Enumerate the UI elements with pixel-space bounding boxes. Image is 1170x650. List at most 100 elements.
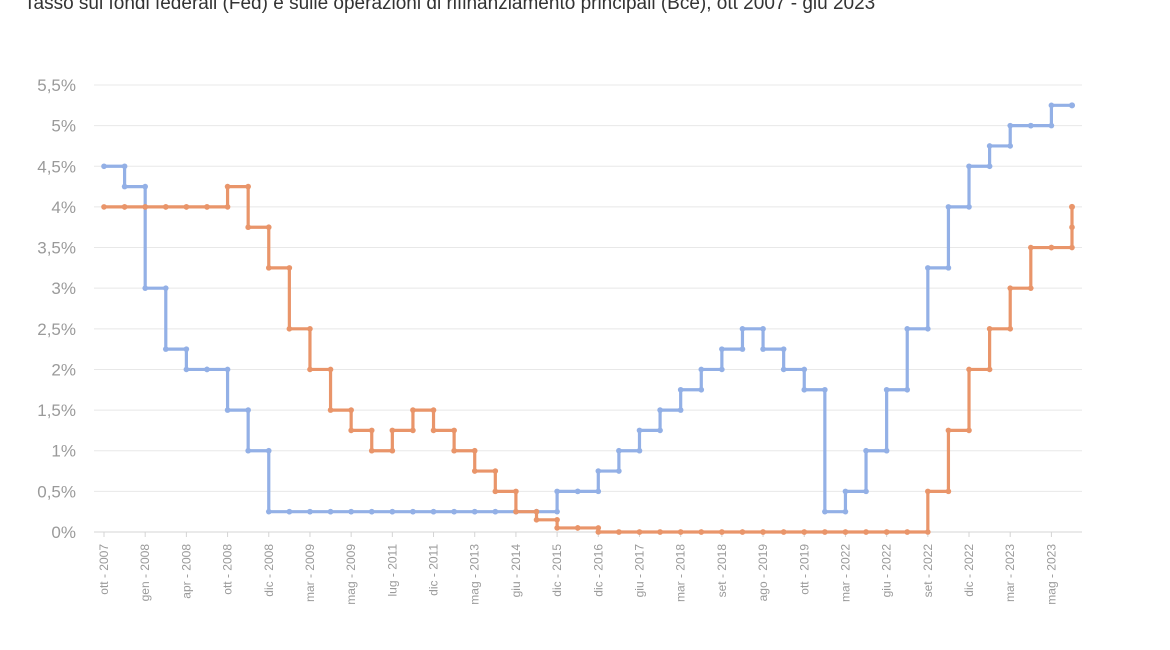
data-point[interactable] [183, 346, 190, 352]
data-point[interactable] [368, 427, 375, 434]
data-point[interactable] [698, 529, 705, 535]
data-point[interactable] [945, 488, 952, 495]
data-point[interactable] [554, 488, 560, 495]
data-point[interactable] [801, 529, 808, 535]
data-point[interactable] [636, 447, 643, 454]
data-point[interactable] [307, 326, 313, 332]
data-point[interactable] [595, 529, 602, 535]
data-point[interactable] [1028, 285, 1034, 291]
data-point[interactable] [925, 488, 931, 495]
data-point[interactable] [780, 366, 787, 373]
data-point[interactable] [245, 407, 251, 413]
data-point[interactable] [410, 508, 416, 515]
data-point[interactable] [698, 386, 705, 393]
data-point[interactable] [286, 508, 293, 515]
data-point[interactable] [883, 386, 890, 393]
data-point[interactable] [389, 427, 396, 434]
data-point[interactable] [554, 508, 560, 515]
data-point[interactable] [986, 163, 993, 170]
data-point[interactable] [1007, 326, 1014, 332]
data-point[interactable] [204, 204, 210, 210]
data-point[interactable] [162, 285, 169, 291]
data-point[interactable] [492, 488, 499, 495]
data-point[interactable] [1028, 244, 1034, 251]
data-point[interactable] [183, 366, 190, 373]
data-point[interactable] [492, 508, 499, 515]
data-point[interactable] [430, 407, 437, 413]
data-point[interactable] [348, 427, 354, 434]
data-point[interactable] [1048, 122, 1055, 129]
data-point[interactable] [595, 488, 602, 495]
data-point[interactable] [657, 427, 663, 434]
data-point[interactable] [1048, 244, 1055, 251]
data-point[interactable] [101, 204, 107, 210]
data-point[interactable] [966, 427, 972, 434]
data-point[interactable] [822, 508, 828, 515]
data-point[interactable] [657, 407, 663, 413]
data-point[interactable] [389, 508, 396, 515]
data-point[interactable] [265, 447, 272, 454]
data-point[interactable] [121, 183, 128, 190]
data-point[interactable] [945, 204, 952, 210]
data-point[interactable] [410, 407, 416, 413]
data-point[interactable] [904, 326, 911, 332]
data-point[interactable] [719, 366, 725, 373]
data-point[interactable] [265, 265, 272, 271]
data-point[interactable] [554, 517, 560, 523]
data-point[interactable] [904, 529, 911, 535]
data-point[interactable] [204, 366, 210, 373]
data-point[interactable] [1007, 122, 1014, 129]
data-point[interactable] [677, 407, 684, 413]
data-point[interactable] [925, 326, 931, 332]
data-point[interactable] [904, 386, 911, 393]
data-point[interactable] [533, 517, 540, 523]
data-point[interactable] [822, 529, 828, 535]
data-point[interactable] [513, 488, 519, 495]
data-point[interactable] [389, 447, 396, 454]
data-point[interactable] [636, 427, 643, 434]
data-point[interactable] [327, 407, 334, 413]
data-point[interactable] [945, 427, 952, 434]
data-point[interactable] [842, 488, 849, 495]
data-point[interactable] [368, 447, 375, 454]
data-point[interactable] [451, 427, 457, 434]
data-point[interactable] [142, 285, 148, 291]
data-point[interactable] [863, 529, 869, 535]
data-point[interactable] [677, 386, 684, 393]
data-point[interactable] [471, 447, 478, 454]
data-point[interactable] [183, 204, 190, 210]
data-point[interactable] [945, 265, 952, 271]
data-point[interactable] [121, 163, 128, 170]
data-point[interactable] [986, 143, 993, 149]
data-point[interactable] [574, 488, 581, 495]
data-point[interactable] [925, 529, 931, 535]
data-point[interactable] [616, 447, 622, 454]
data-point[interactable] [822, 386, 828, 393]
data-point[interactable] [780, 529, 787, 535]
data-point[interactable] [739, 529, 746, 535]
data-point[interactable] [863, 488, 869, 495]
data-point[interactable] [986, 366, 993, 373]
data-point[interactable] [1069, 203, 1075, 210]
data-point[interactable] [1069, 244, 1075, 251]
data-point[interactable] [739, 346, 746, 352]
data-point[interactable] [286, 265, 293, 271]
data-point[interactable] [801, 386, 808, 393]
data-point[interactable] [327, 366, 334, 373]
data-point[interactable] [451, 508, 457, 515]
data-point[interactable] [286, 326, 293, 332]
data-point[interactable] [925, 265, 931, 271]
data-point[interactable] [162, 346, 169, 352]
data-point[interactable] [224, 204, 231, 210]
data-point[interactable] [471, 468, 478, 474]
data-point[interactable] [760, 326, 766, 332]
data-point[interactable] [698, 366, 705, 373]
data-point[interactable] [986, 326, 993, 332]
data-point[interactable] [883, 447, 890, 454]
data-point[interactable] [842, 529, 849, 535]
data-point[interactable] [265, 224, 272, 231]
data-point[interactable] [451, 447, 457, 454]
data-point[interactable] [307, 508, 313, 515]
data-point[interactable] [883, 529, 890, 535]
data-point[interactable] [224, 183, 231, 190]
